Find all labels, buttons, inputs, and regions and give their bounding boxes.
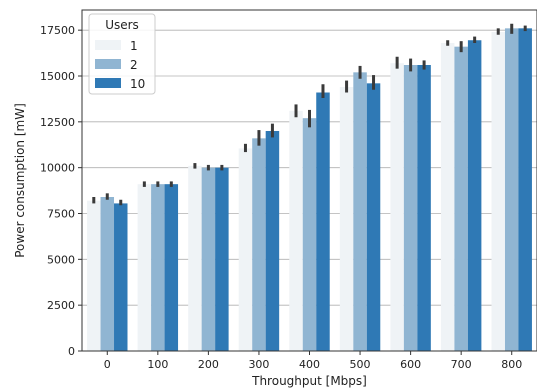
legend-box	[88, 13, 156, 95]
y-tick-label: 0	[68, 345, 75, 358]
x-tick-label: 700	[451, 358, 472, 371]
y-tick-label: 12500	[40, 116, 75, 129]
legend-swatch	[95, 40, 121, 50]
legend-title: Users	[105, 18, 139, 32]
bar-marks	[87, 28, 532, 352]
bar	[440, 43, 455, 351]
legend-swatch	[95, 78, 121, 88]
bar	[467, 40, 482, 351]
bar	[137, 184, 152, 351]
y-tick-label: 5000	[47, 253, 75, 266]
legend: Users 1 2 10	[88, 13, 156, 95]
bar	[289, 110, 303, 351]
bar	[100, 197, 115, 351]
y-axis: 0 2500 5000 7500 10000 12500 15000 17500	[40, 24, 82, 358]
x-tick-label: 400	[299, 358, 320, 371]
x-tick-label: 800	[501, 358, 522, 371]
bar	[238, 148, 253, 351]
bar	[114, 203, 128, 351]
x-tick-label: 0	[104, 358, 111, 371]
bar	[454, 46, 468, 352]
x-tick-label: 300	[248, 358, 269, 371]
bar	[316, 92, 330, 351]
bar	[201, 167, 216, 351]
bar	[302, 118, 317, 352]
y-tick-label: 10000	[40, 162, 75, 175]
bar	[265, 131, 280, 351]
legend-label: 10	[130, 77, 145, 91]
bar	[188, 165, 202, 351]
bar	[164, 184, 179, 351]
y-axis-label: Power consumption [mW]	[13, 103, 27, 258]
bar	[390, 63, 404, 352]
bar	[215, 167, 229, 351]
y-tick-label: 15000	[40, 70, 75, 83]
bar	[339, 87, 354, 351]
x-tick-label: 500	[350, 358, 371, 371]
bar	[518, 28, 532, 351]
y-tick-label: 2500	[47, 299, 75, 312]
x-tick-label: 200	[198, 358, 219, 371]
x-axis: 0 100 200 300 400 500 600 700 800	[104, 351, 522, 371]
x-tick-label: 600	[400, 358, 421, 371]
bar	[417, 65, 431, 351]
bar	[87, 200, 101, 351]
x-axis-label: Throughput [Mbps]	[251, 374, 367, 388]
error-bars	[92, 23, 527, 206]
legend-swatch	[95, 59, 121, 69]
bar	[504, 28, 519, 351]
bar	[151, 184, 165, 351]
bar	[403, 65, 418, 351]
bar	[491, 32, 505, 351]
bar	[353, 72, 367, 351]
x-tick-label: 100	[147, 358, 168, 371]
bar	[366, 83, 381, 351]
y-tick-label: 17500	[40, 24, 75, 37]
legend-label: 2	[130, 58, 138, 72]
y-tick-label: 7500	[47, 208, 75, 221]
legend-label: 1	[130, 39, 138, 53]
bar	[252, 138, 266, 351]
